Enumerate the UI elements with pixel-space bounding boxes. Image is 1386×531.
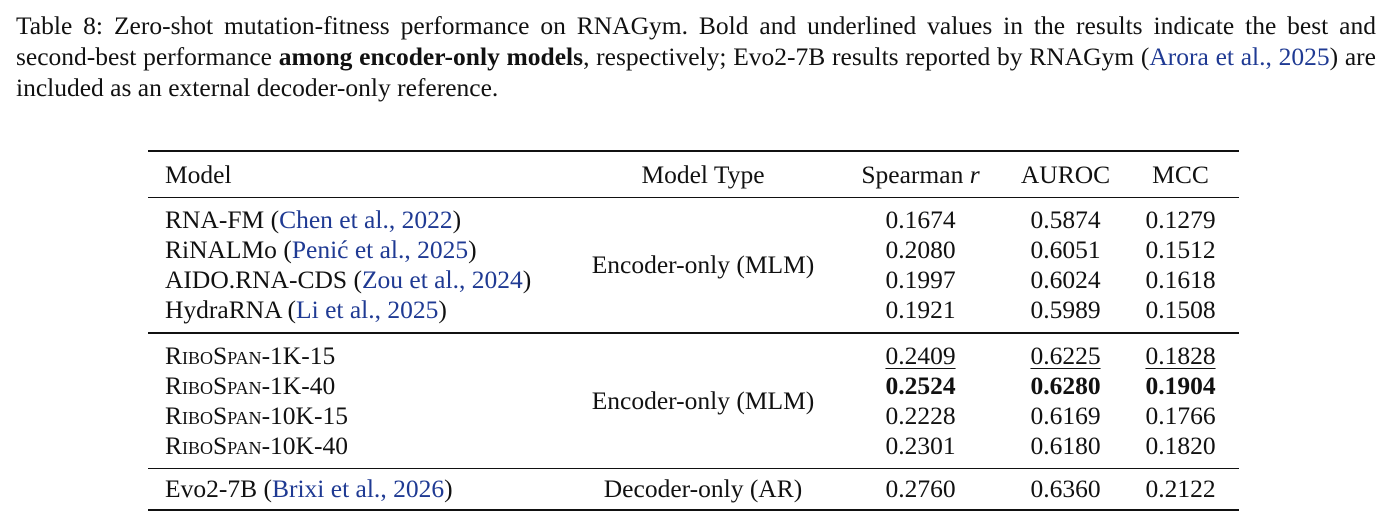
table-header-row: Model Model Type Spearman r AUROC MCC [148,152,1239,197]
mcc-value: 0.1618 [1145,265,1216,295]
spearman-value: 0.2409 [885,340,956,370]
model-name: RiboSpan-1K-40 [165,370,336,400]
table-row: Evo2-7B (Brixi et al., 2026) Decoder-onl… [148,474,1239,504]
mcc-value: 0.1279 [1145,205,1216,235]
table-row: RiNALMo (Penić et al., 2025) 0.2080 0.60… [148,235,1239,265]
spearman-value: 0.2301 [885,430,956,460]
top-rule [148,150,1239,152]
mcc-value: 0.1828 [1145,340,1216,370]
header-auroc: AUROC [1020,160,1111,189]
results-table: Model Model Type Spearman r AUROC MCC En… [148,150,1239,512]
ribospan-group: Encoder-only (MLM) RiboSpan-1K-15 0.2409… [148,334,1239,468]
header-mcc: MCC [1152,160,1209,189]
group-model-type: Encoder-only (MLM) [591,385,815,415]
table-row: AIDO.RNA-CDS (Zou et al., 2024) 0.1997 0… [148,265,1239,295]
mcc-value: 0.1766 [1145,400,1216,430]
header-rule [148,197,1239,199]
model-name: HydraRNA (Li et al., 2025) [165,295,447,325]
mcc-value: 0.1820 [1145,430,1216,460]
header-model-type: Model Type [641,160,765,189]
citation-link[interactable]: Penić et al., 2025 [291,235,469,265]
header-model: Model [165,160,232,189]
table-row: RNA-FM (Chen et al., 2022) 0.1674 0.5874… [148,205,1239,235]
auroc-value: 0.6225 [1030,340,1101,370]
model-name: RNA-FM (Chen et al., 2022) [165,205,462,235]
auroc-value: 0.6169 [1030,400,1101,430]
mcc-value: 0.1512 [1145,235,1216,265]
citation-link[interactable]: Li et al., 2025 [296,295,439,325]
spearman-value: 0.2080 [885,235,956,265]
spearman-value: 0.2228 [885,400,956,430]
auroc-value: 0.5989 [1030,295,1101,325]
group-model-type: Encoder-only (MLM) [591,250,815,280]
mcc-value: 0.1904 [1145,370,1216,400]
spearman-value: 0.2760 [885,474,956,504]
caption-bold-phrase: among encoder-only models [278,42,584,71]
model-name: RiboSpan-10K-40 [165,430,348,460]
auroc-value: 0.6051 [1030,235,1101,265]
bottom-rule [148,509,1239,512]
table-row: RiboSpan-1K-40 0.2524 0.6280 0.1904 [148,371,1239,401]
caption-text-3: ) are included as an external decoder-on… [16,42,1376,102]
table-caption: Table 8: Zero-shot mutation-fitness perf… [16,10,1376,103]
model-name: RiNALMo (Penić et al., 2025) [165,235,477,265]
table-row: RiboSpan-10K-15 0.2228 0.6169 0.1766 [148,401,1239,431]
group-rule [148,332,1239,334]
header-spearman: Spearman r [861,160,980,189]
caption-text: Zero-shot mutation-fitness performance o… [16,11,1376,71]
model-name: Evo2-7B (Brixi et al., 2026) [165,474,453,504]
mcc-value: 0.1508 [1145,295,1216,325]
table-row: RiboSpan-1K-15 0.2409 0.6225 0.1828 [148,341,1239,371]
group-rule [148,467,1239,470]
citation-link[interactable]: Zou et al., 2024 [361,265,523,295]
table-row: RiboSpan-10K-40 0.2301 0.6180 0.1820 [148,431,1239,461]
citation-link[interactable]: Chen et al., 2022 [279,205,453,235]
group-model-type: Decoder-only (AR) [603,474,803,504]
spearman-value: 0.1674 [885,205,956,235]
model-name: AIDO.RNA-CDS (Zou et al., 2024) [165,265,532,295]
auroc-value: 0.6024 [1030,265,1101,295]
caption-citation-link[interactable]: Arora et al., 2025 [1149,42,1330,71]
caption-text-2: , respectively; Evo2-7B results reported… [583,42,1150,71]
mcc-value: 0.2122 [1145,474,1216,504]
auroc-value: 0.6360 [1030,474,1101,504]
citation-link[interactable]: Brixi et al., 2026 [271,474,445,504]
auroc-value: 0.6180 [1030,430,1101,460]
table-row: HydraRNA (Li et al., 2025) 0.1921 0.5989… [148,295,1239,325]
auroc-value: 0.6280 [1030,370,1101,400]
model-name: RiboSpan-1K-15 [165,340,336,370]
caption-label: Table 8: [16,11,104,40]
baseline-group: Encoder-only (MLM) RNA-FM (Chen et al., … [148,198,1239,332]
spearman-value: 0.1921 [885,295,956,325]
spearman-value: 0.2524 [885,370,956,400]
decoder-group: Evo2-7B (Brixi et al., 2026) Decoder-onl… [148,469,1239,509]
model-name: RiboSpan-10K-15 [165,400,348,430]
auroc-value: 0.5874 [1030,205,1101,235]
spearman-value: 0.1997 [885,265,956,295]
